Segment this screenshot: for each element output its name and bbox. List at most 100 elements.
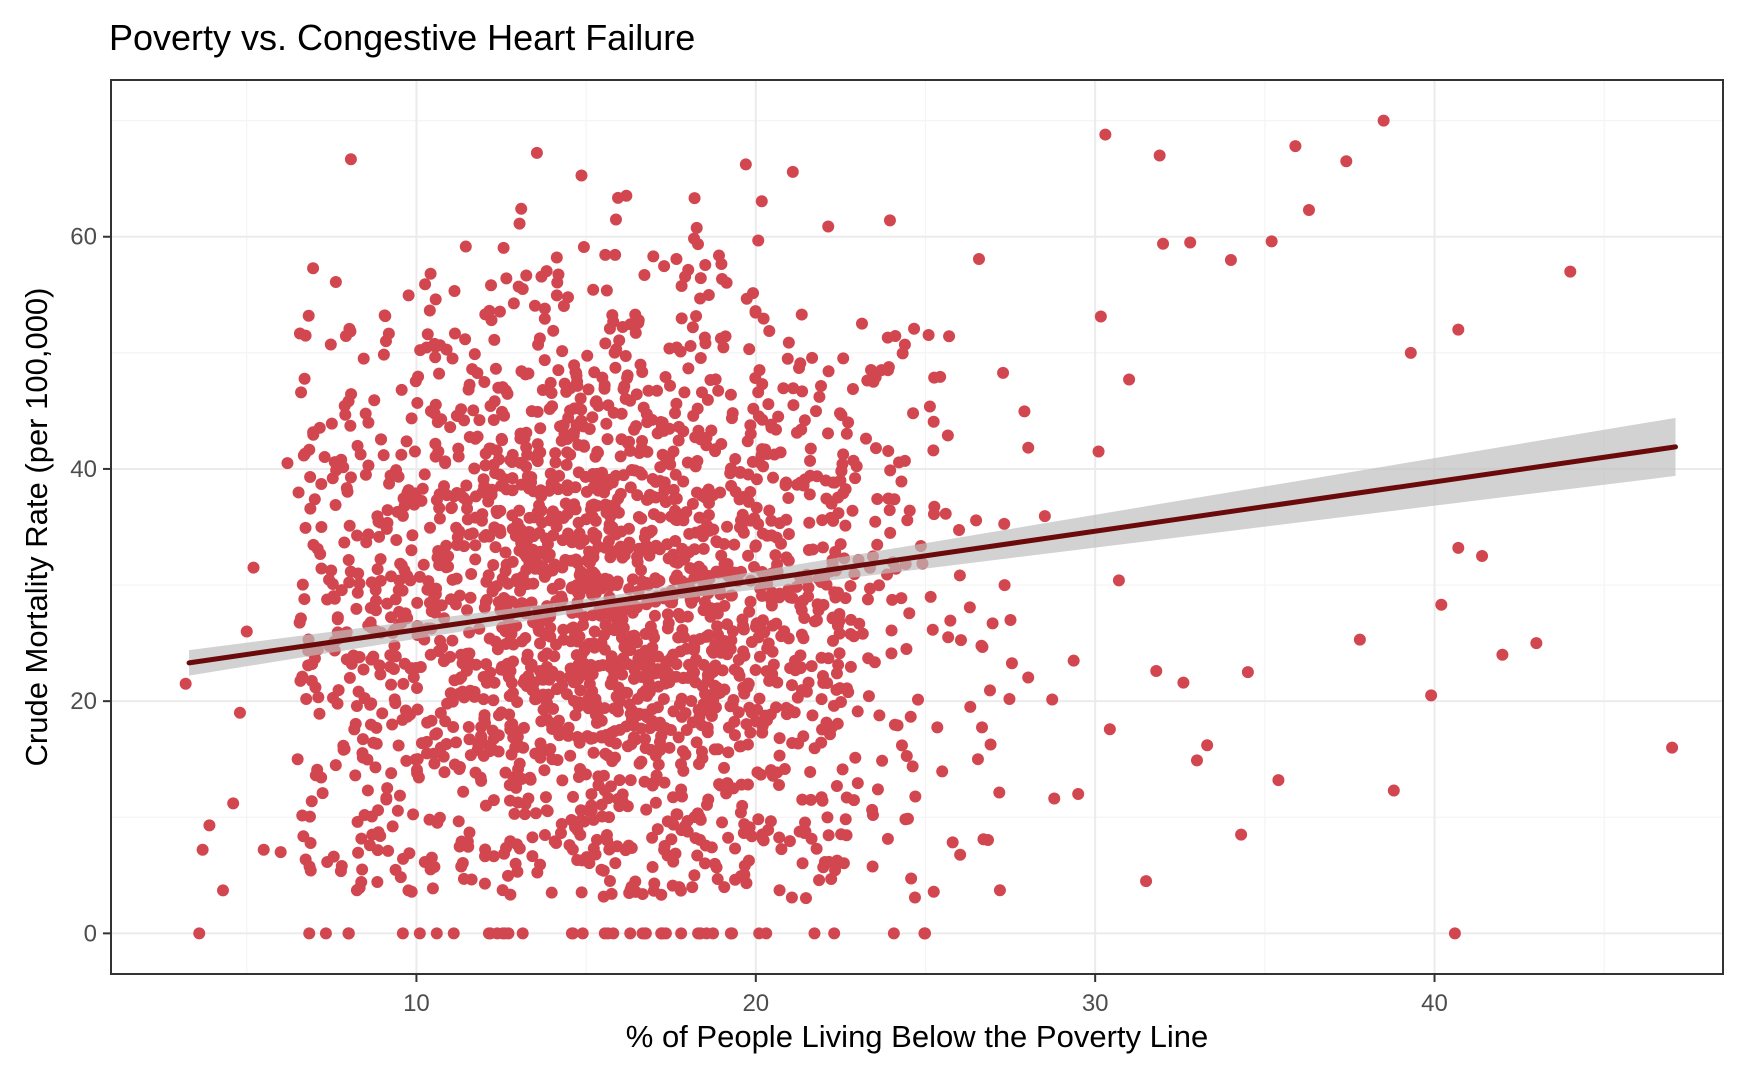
data-point (359, 468, 372, 481)
data-point (648, 877, 661, 890)
data-point (741, 435, 754, 448)
data-point (690, 221, 703, 234)
data-point (835, 464, 848, 477)
data-point (941, 429, 954, 442)
data-point (833, 647, 846, 660)
data-point (756, 527, 769, 540)
data-point (856, 627, 869, 640)
data-point (692, 927, 705, 940)
data-point (469, 553, 482, 566)
data-point (912, 693, 924, 706)
data-point (495, 479, 508, 492)
data-point (485, 279, 498, 292)
data-point (680, 506, 693, 519)
data-point (869, 442, 882, 455)
data-point (495, 706, 508, 719)
data-point (581, 349, 594, 362)
data-point (315, 562, 328, 575)
data-point (337, 739, 350, 752)
data-point (615, 407, 628, 420)
data-point (281, 457, 294, 470)
data-point (628, 629, 641, 642)
data-point (715, 549, 728, 562)
data-point (784, 591, 797, 604)
data-point (668, 511, 681, 524)
data-point (886, 593, 899, 606)
data-point (374, 553, 387, 566)
data-point (922, 329, 935, 342)
data-point (976, 721, 989, 734)
data-point (964, 700, 977, 713)
data-point (471, 430, 484, 443)
data-point (855, 317, 868, 330)
data-point (721, 648, 734, 661)
data-point (513, 842, 526, 855)
data-point (556, 679, 569, 692)
data-point (603, 518, 616, 531)
data-point (694, 813, 707, 826)
data-point (684, 339, 697, 352)
data-point (623, 698, 636, 711)
data-point (1340, 155, 1353, 168)
data-point (820, 492, 833, 505)
data-point (559, 497, 572, 510)
data-point (503, 689, 516, 702)
data-point (688, 543, 701, 556)
data-point (629, 326, 642, 339)
data-point (837, 352, 850, 365)
data-point (576, 927, 589, 940)
data-point (569, 365, 582, 378)
data-point (808, 742, 821, 755)
data-point (669, 407, 682, 420)
data-point (437, 750, 450, 763)
data-point (492, 453, 505, 466)
data-point (625, 880, 638, 893)
data-point (788, 706, 801, 719)
data-point (389, 863, 402, 876)
data-point (612, 506, 625, 519)
data-point (953, 524, 966, 537)
data-point (927, 415, 940, 428)
data-point (783, 835, 796, 848)
data-point (744, 485, 757, 498)
data-point (1150, 664, 1163, 677)
data-point (1235, 828, 1248, 841)
data-point (463, 528, 476, 541)
data-point (903, 504, 916, 517)
data-point (640, 627, 653, 640)
data-point (582, 383, 595, 396)
data-point (583, 556, 596, 569)
data-point (574, 828, 587, 841)
data-point (787, 399, 800, 412)
data-point (759, 709, 772, 722)
data-point (291, 753, 304, 766)
data-point (849, 751, 862, 764)
data-point (307, 538, 320, 551)
data-point (1072, 788, 1085, 801)
data-point (589, 587, 602, 600)
data-point (587, 481, 600, 494)
data-point (882, 445, 895, 458)
data-point (617, 469, 630, 482)
data-point (791, 691, 804, 704)
data-point (499, 384, 512, 397)
data-point (837, 857, 850, 870)
data-point (233, 706, 246, 719)
data-point (530, 146, 543, 159)
x-axis-title: % of People Living Below the Poverty Lin… (626, 1019, 1208, 1054)
data-point (658, 484, 671, 497)
data-point (763, 324, 776, 337)
data-point (356, 733, 369, 746)
data-point (450, 736, 463, 749)
data-point (587, 813, 600, 826)
data-point (624, 481, 637, 494)
data-point (772, 410, 785, 423)
data-point (767, 471, 780, 484)
data-point (986, 617, 999, 630)
data-point (384, 660, 397, 673)
data-point (484, 666, 497, 679)
data-point (386, 820, 399, 833)
data-point (430, 927, 443, 940)
data-point (574, 392, 587, 405)
data-point (667, 791, 680, 804)
